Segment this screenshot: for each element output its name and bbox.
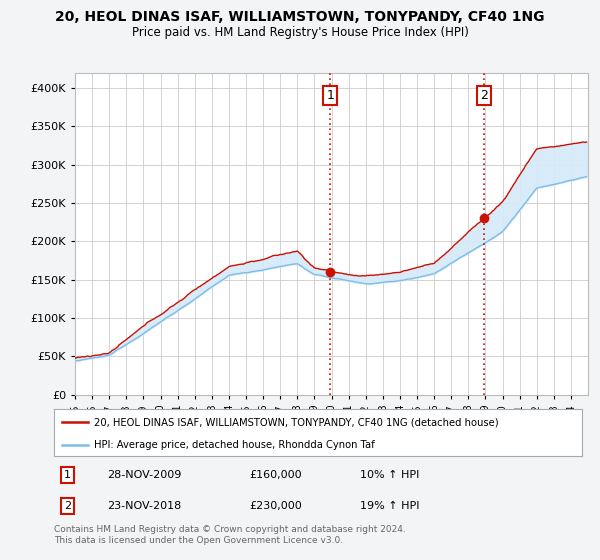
Text: 1: 1 — [326, 89, 334, 102]
Text: 28-NOV-2009: 28-NOV-2009 — [107, 470, 181, 480]
Text: 19% ↑ HPI: 19% ↑ HPI — [360, 501, 420, 511]
Text: £160,000: £160,000 — [250, 470, 302, 480]
Text: Contains HM Land Registry data © Crown copyright and database right 2024.
This d: Contains HM Land Registry data © Crown c… — [54, 525, 406, 545]
Text: 2: 2 — [64, 501, 71, 511]
Text: Price paid vs. HM Land Registry's House Price Index (HPI): Price paid vs. HM Land Registry's House … — [131, 26, 469, 39]
Text: 20, HEOL DINAS ISAF, WILLIAMSTOWN, TONYPANDY, CF40 1NG (detached house): 20, HEOL DINAS ISAF, WILLIAMSTOWN, TONYP… — [94, 417, 498, 427]
Text: 23-NOV-2018: 23-NOV-2018 — [107, 501, 181, 511]
Text: 2: 2 — [480, 89, 488, 102]
Text: 1: 1 — [64, 470, 71, 480]
Text: 10% ↑ HPI: 10% ↑ HPI — [360, 470, 419, 480]
Text: £230,000: £230,000 — [250, 501, 302, 511]
Text: 20, HEOL DINAS ISAF, WILLIAMSTOWN, TONYPANDY, CF40 1NG: 20, HEOL DINAS ISAF, WILLIAMSTOWN, TONYP… — [55, 10, 545, 24]
Text: HPI: Average price, detached house, Rhondda Cynon Taf: HPI: Average price, detached house, Rhon… — [94, 440, 374, 450]
